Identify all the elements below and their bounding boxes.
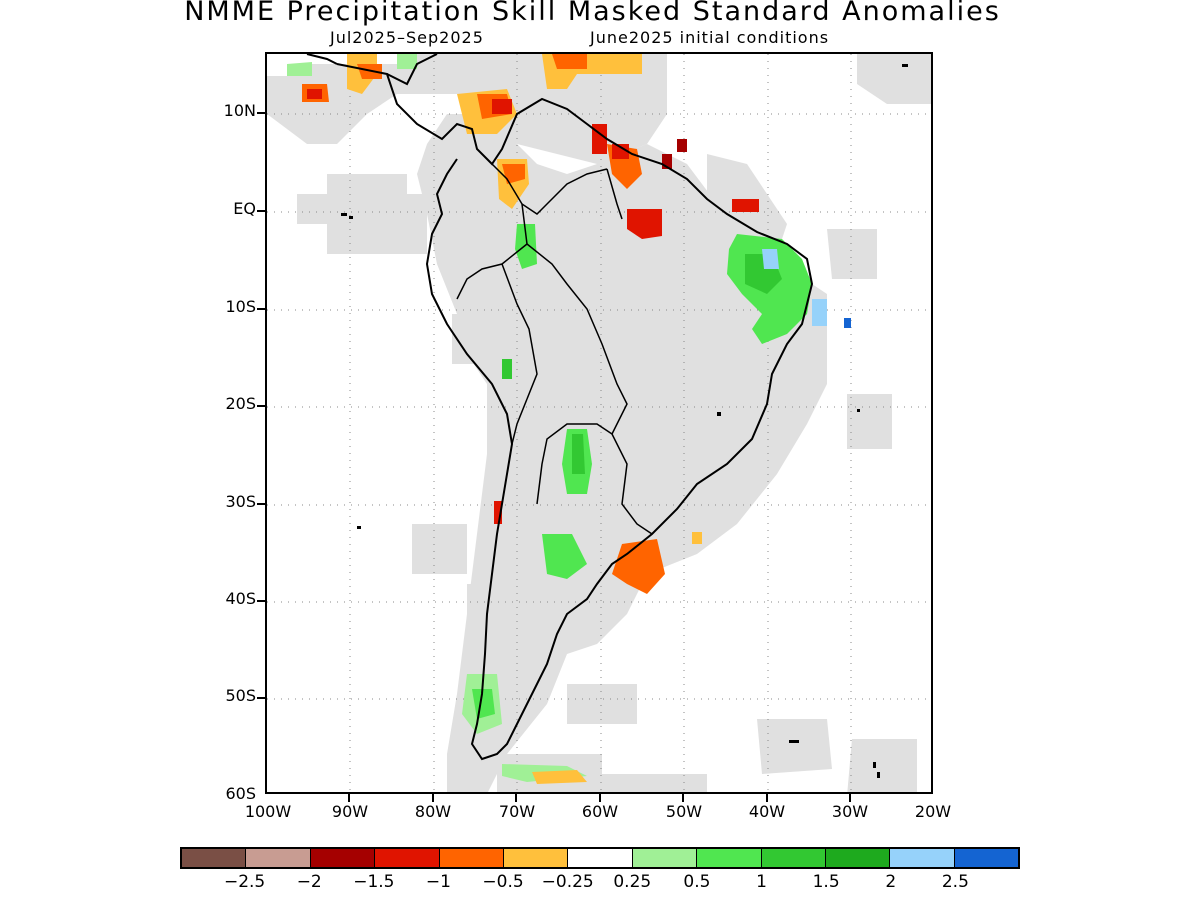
islands [341,64,908,778]
colorbar-swatch [310,849,376,867]
colorbar-tick-label: −2 [296,872,322,892]
lat-tick [257,405,265,407]
map-title: NMME Precipitation Skill Masked Standard… [184,0,1001,27]
colorbar-swatch [182,849,247,867]
colorbar-swatch [954,849,1019,867]
country-borders [456,163,653,535]
lon-label-50w: 50W [665,802,703,821]
wet-anomalies [287,54,851,782]
lon-tick [682,794,684,802]
lat-tick [257,112,265,114]
colorbar-tick-label: 1.5 [812,872,840,892]
colorbar-swatch [439,849,504,867]
colorbar-tick-label: −0.25 [541,872,594,892]
lon-label-100w: 100W [244,802,292,821]
colorbar-tick-label: 0.25 [613,872,652,892]
colorbar-swatch [503,849,569,867]
colorbar-swatch [632,849,698,867]
lon-label-70w: 70W [498,802,536,821]
lat-label-60s: 60S [225,784,256,803]
lat-label-20s: 20S [225,394,256,413]
colorbar-swatch [246,849,311,867]
lat-label-10s: 10S [225,297,256,316]
colorbar-tick-label: −1.5 [353,872,395,892]
anomaly-map [267,54,931,792]
lon-label-20w: 20W [914,802,952,821]
lat-tick [257,210,265,212]
skill-mask [267,54,931,792]
colorbar-swatch [568,849,633,867]
lon-label-30w: 30W [831,802,869,821]
lon-label-40w: 40W [748,802,786,821]
lon-tick [432,794,434,802]
lat-tick [257,503,265,505]
colorbar-tick-label: −1 [425,872,451,892]
lon-label-60w: 60W [581,802,619,821]
colorbar-tick-label: 2 [885,872,897,892]
colorbar-swatch [375,849,440,867]
lon-tick [849,794,851,802]
map-panel [265,52,933,794]
colorbar-swatch [761,849,826,867]
lat-label-10n: 10N [223,101,256,120]
lat-tick [257,600,265,602]
colorbar-swatch [890,849,955,867]
colorbar-tick-label: 1 [756,872,767,892]
lon-tick [766,794,768,802]
lat-label-eq: EQ [233,199,256,218]
colorbar-tick-label: −0.5 [482,872,524,892]
colorbar-tick-label: −2.5 [223,872,266,892]
lon-tick [348,794,350,802]
forecast-period: Jul2025–Sep2025 [330,28,484,47]
lat-tick [257,697,265,699]
lon-label-80w: 80W [414,802,452,821]
lon-label-90w: 90W [331,802,369,821]
lat-label-30s: 30S [225,492,256,511]
colorbar-tick-label: 2.5 [941,872,969,892]
lat-label-40s: 40S [225,589,256,608]
initial-conditions: June2025 initial conditions [590,28,830,47]
lon-tick [599,794,601,802]
lat-tick [257,308,265,310]
lon-tick [515,794,517,802]
colorbar-tick-label: 0.5 [683,872,711,892]
lat-label-50s: 50S [225,686,256,705]
colorbar-swatch [697,849,762,867]
colorbar-legend [180,847,1020,869]
colorbar-swatch [825,849,891,867]
